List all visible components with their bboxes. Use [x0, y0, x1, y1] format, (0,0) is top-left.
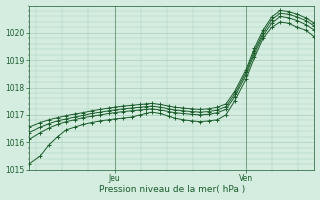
X-axis label: Pression niveau de la mer( hPa ): Pression niveau de la mer( hPa ): [99, 185, 245, 194]
